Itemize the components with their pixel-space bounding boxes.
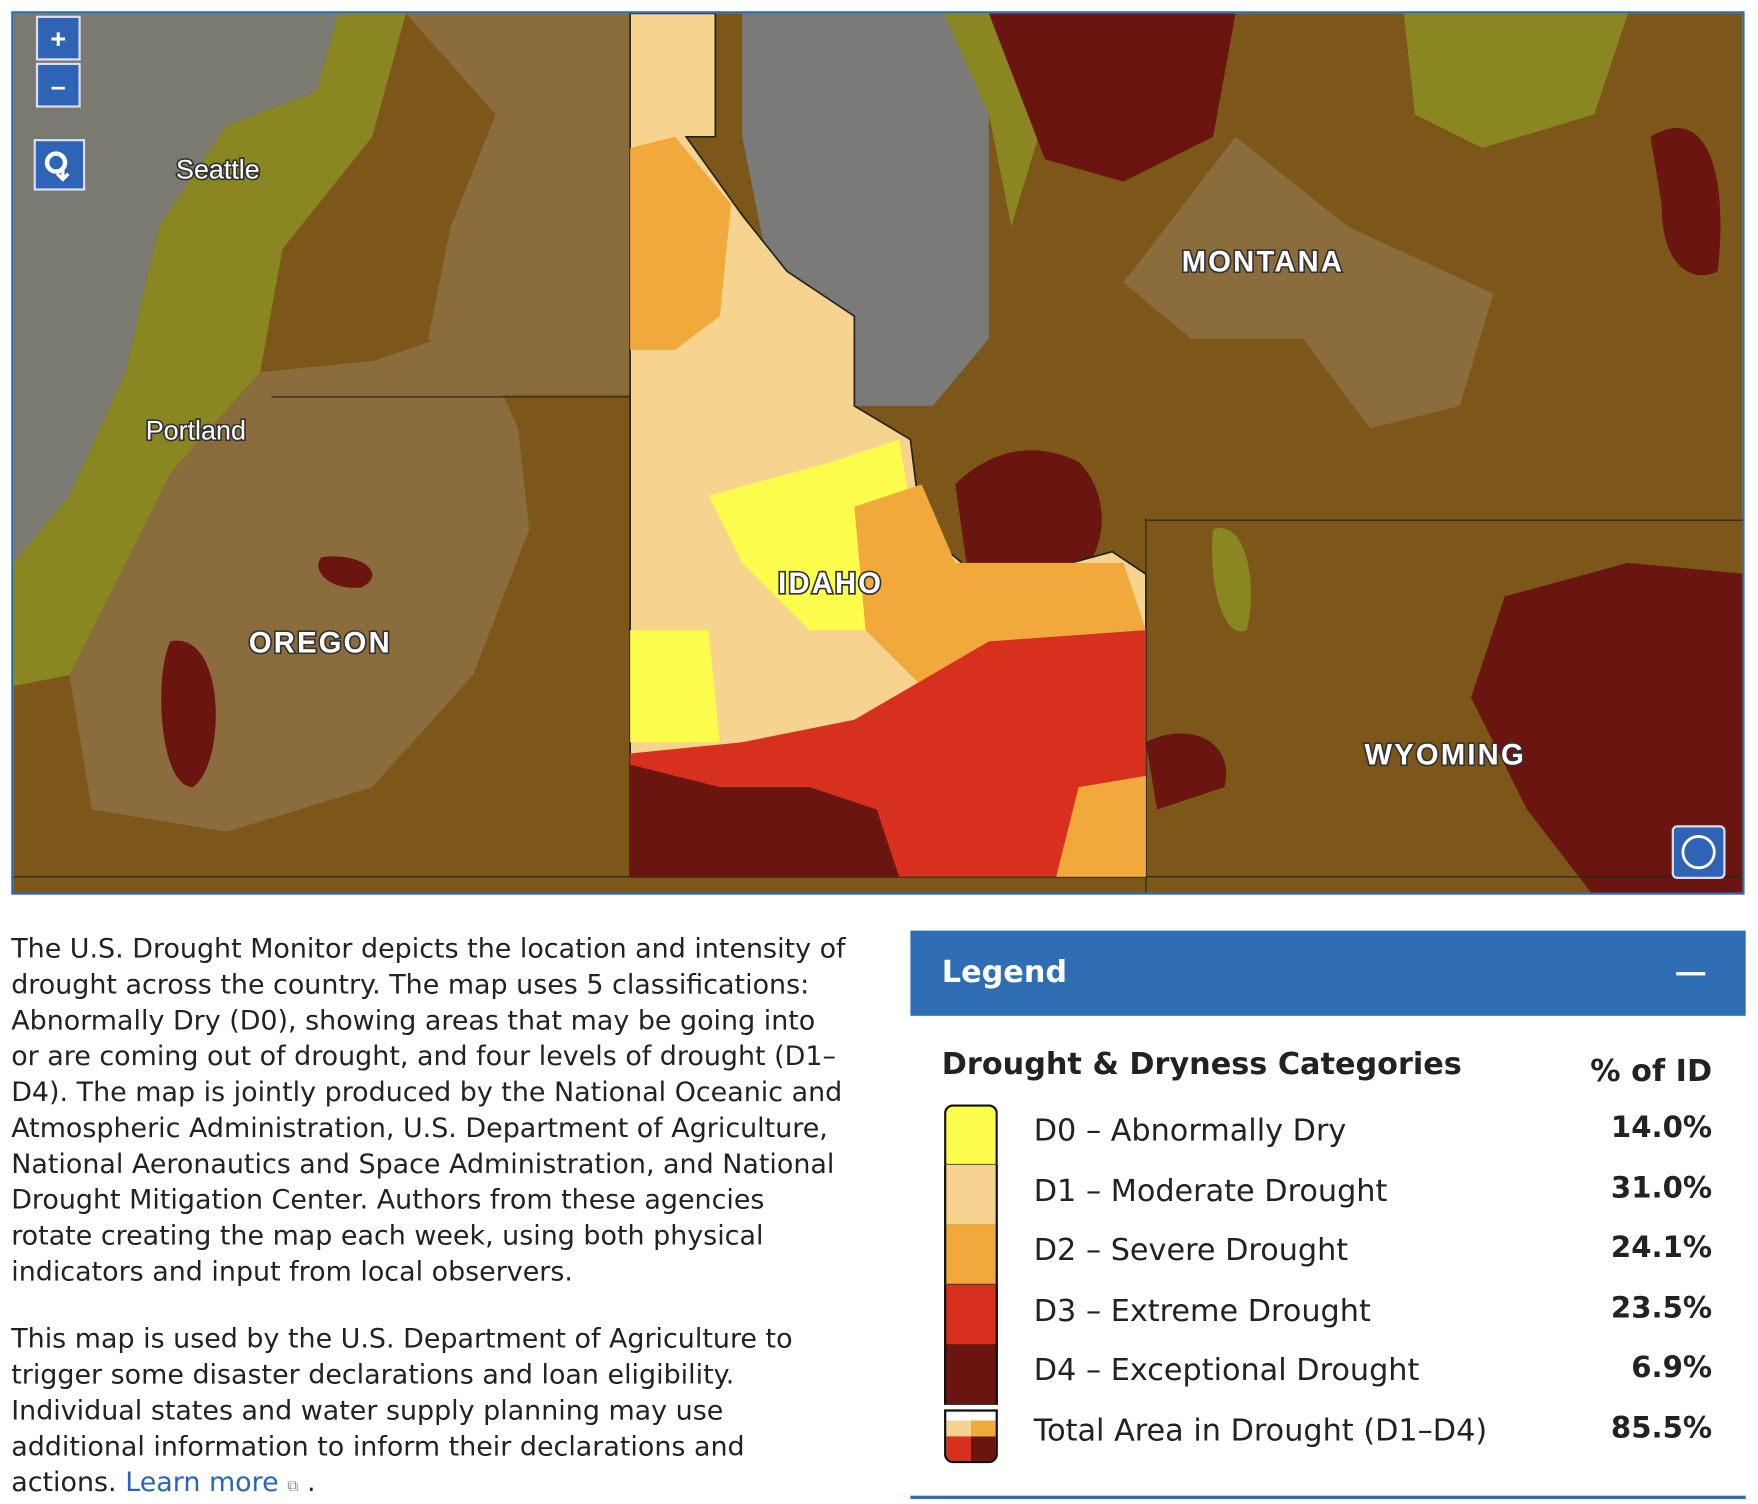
map-canvas: Seattle Portland MONTANA OREGON IDAHO WY… — [13, 13, 1743, 893]
state-label: OREGON — [249, 628, 392, 660]
zoom-in[interactable]: + — [35, 15, 81, 61]
paragraph: This map is used by the U.S. Department … — [11, 1321, 846, 1504]
zoom-out[interactable]: – — [35, 62, 81, 108]
category-percent: 24.1% — [1610, 1231, 1713, 1265]
text: . — [306, 1466, 316, 1498]
category-label: D2 – Severe Drought — [1033, 1233, 1349, 1269]
state-label: WYOMING — [1365, 740, 1526, 772]
download-button[interactable] — [33, 139, 86, 191]
column-header: % of ID — [1590, 1053, 1713, 1089]
total-swatch — [944, 1408, 998, 1463]
color-swatch — [944, 1104, 998, 1165]
category-label: D3 – Extreme Drought — [1033, 1293, 1371, 1329]
color-swatch — [944, 1344, 998, 1405]
category-label: D4 – Exceptional Drought — [1033, 1353, 1420, 1389]
download-icon — [44, 151, 70, 182]
category-label: D1 – Moderate Drought — [1033, 1173, 1388, 1209]
category-percent: 23.5% — [1610, 1291, 1713, 1325]
category-label: Total Area in Drought (D1–D4) — [1033, 1413, 1488, 1449]
category-percent: 6.9% — [1631, 1351, 1713, 1385]
color-swatch — [944, 1284, 998, 1345]
learn-more-link[interactable]: Learn more — [125, 1466, 279, 1498]
paragraph: The U.S. Drought Monitor depicts the loc… — [11, 932, 846, 1288]
attribution-button[interactable] — [1671, 825, 1726, 880]
copyright-icon — [1681, 835, 1716, 870]
state-label: MONTANA — [1182, 246, 1344, 278]
collapse-icon[interactable] — [1676, 972, 1706, 976]
category-percent: 14.0% — [1610, 1111, 1713, 1145]
category-percent: 85.5% — [1610, 1411, 1713, 1445]
category-percent: 31.0% — [1610, 1171, 1713, 1205]
city-label: Portland — [146, 416, 246, 446]
city-label: Seattle — [176, 154, 260, 184]
legend-subtitle: Drought & Dryness Categories — [941, 1047, 1462, 1082]
legend: Legend Drought & Dryness Categories % of… — [910, 930, 1746, 1500]
legend-title: Legend — [941, 955, 1068, 991]
legend-header[interactable]: Legend — [910, 930, 1746, 1016]
map[interactable]: Seattle Portland MONTANA OREGON IDAHO WY… — [11, 11, 1745, 895]
color-swatch — [944, 1224, 998, 1285]
state-label: IDAHO — [778, 568, 883, 600]
category-label: D0 – Abnormally Dry — [1033, 1113, 1347, 1149]
text: This map is used by the U.S. Department … — [11, 1323, 793, 1498]
color-swatch — [944, 1164, 998, 1225]
external-icon: ⧉ — [287, 1477, 299, 1496]
description: The U.S. Drought Monitor depicts the loc… — [11, 931, 846, 1504]
